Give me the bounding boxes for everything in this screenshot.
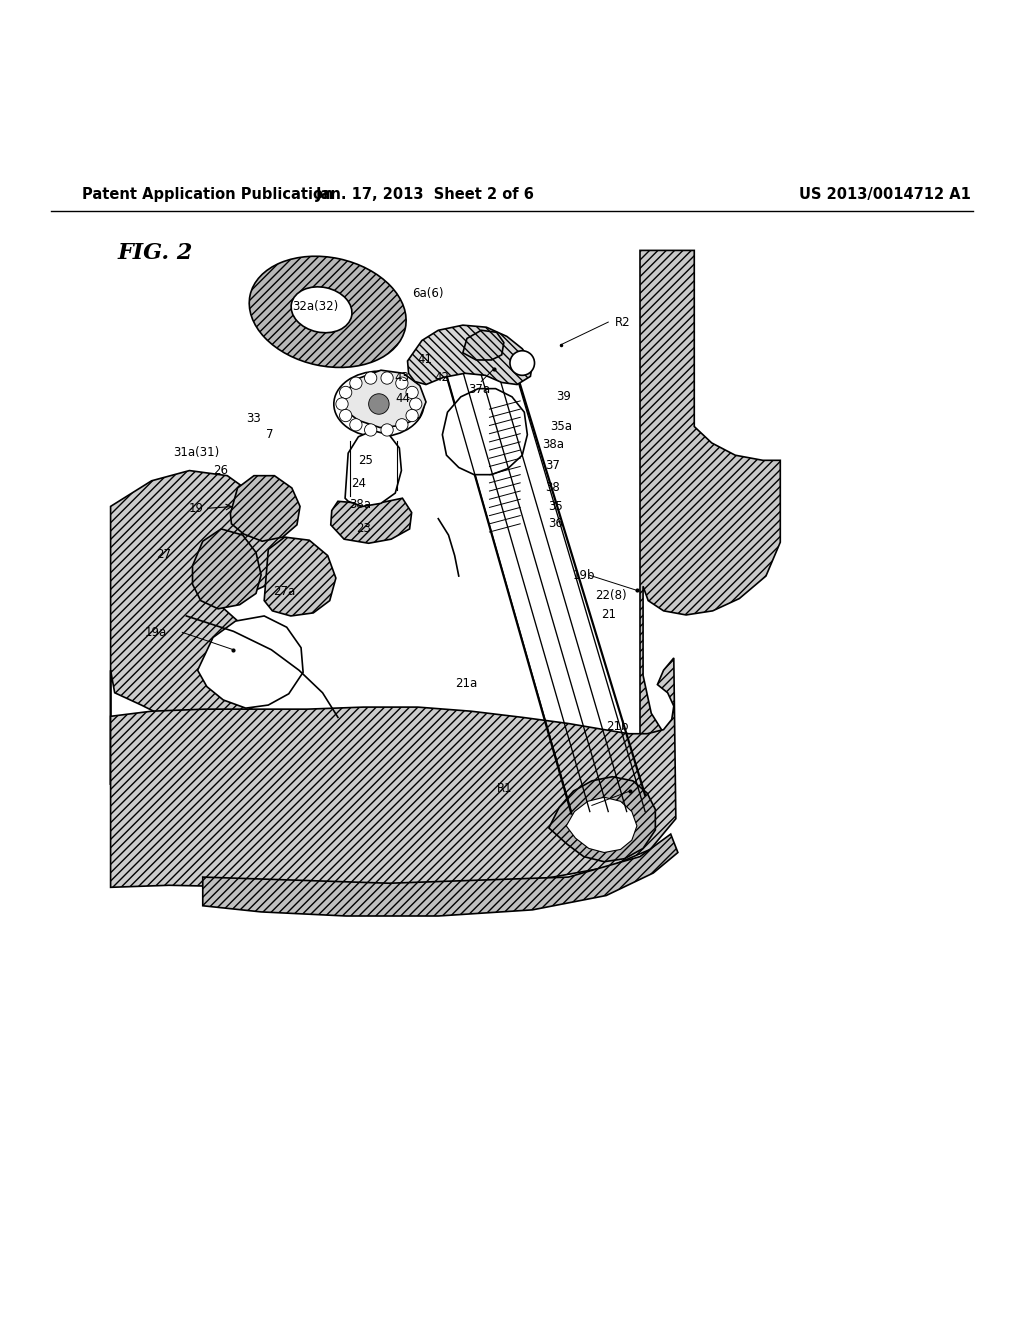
Text: 21a: 21a	[455, 677, 477, 690]
Text: 38a: 38a	[349, 498, 372, 511]
Text: 21: 21	[601, 609, 615, 622]
Circle shape	[350, 378, 362, 389]
Polygon shape	[566, 797, 637, 853]
Text: 24: 24	[351, 478, 366, 490]
Circle shape	[406, 409, 418, 421]
Polygon shape	[198, 616, 303, 708]
Text: 7: 7	[265, 428, 273, 441]
Text: 37: 37	[546, 459, 560, 473]
Polygon shape	[640, 251, 780, 744]
Text: 19b: 19b	[572, 569, 595, 582]
Polygon shape	[463, 330, 504, 360]
Polygon shape	[342, 370, 426, 428]
Circle shape	[395, 378, 408, 389]
Text: 44: 44	[395, 392, 410, 405]
Text: 38: 38	[546, 482, 560, 495]
Ellipse shape	[334, 371, 424, 437]
Text: 41: 41	[418, 354, 432, 367]
Circle shape	[340, 409, 352, 421]
Text: R1: R1	[497, 781, 513, 795]
Polygon shape	[203, 834, 678, 916]
Polygon shape	[442, 388, 527, 475]
Circle shape	[406, 387, 418, 399]
Polygon shape	[408, 325, 532, 384]
Circle shape	[340, 387, 352, 399]
Circle shape	[510, 351, 535, 375]
Text: 27a: 27a	[273, 585, 296, 598]
Text: 36: 36	[549, 517, 563, 531]
Text: 38a: 38a	[542, 438, 564, 451]
Text: 35a: 35a	[550, 420, 572, 433]
Text: 26: 26	[213, 465, 227, 477]
Polygon shape	[264, 537, 336, 616]
Circle shape	[365, 424, 377, 436]
Polygon shape	[331, 498, 412, 544]
Circle shape	[350, 418, 362, 430]
Polygon shape	[549, 776, 655, 862]
Text: 23: 23	[356, 523, 371, 536]
Text: Jan. 17, 2013  Sheet 2 of 6: Jan. 17, 2013 Sheet 2 of 6	[315, 186, 535, 202]
Text: 21b: 21b	[606, 721, 629, 733]
Text: 6a(6): 6a(6)	[413, 286, 443, 300]
Circle shape	[369, 393, 389, 414]
Polygon shape	[111, 470, 285, 785]
Text: FIG. 2: FIG. 2	[118, 243, 194, 264]
Text: 42: 42	[435, 371, 450, 384]
Ellipse shape	[291, 286, 352, 333]
Text: 35: 35	[549, 500, 563, 513]
Text: US 2013/0014712 A1: US 2013/0014712 A1	[799, 186, 971, 202]
Text: 33: 33	[247, 412, 261, 425]
Text: 37a: 37a	[468, 383, 490, 396]
Circle shape	[410, 397, 422, 411]
Polygon shape	[111, 657, 676, 890]
Text: Patent Application Publication: Patent Application Publication	[82, 186, 334, 202]
Circle shape	[365, 372, 377, 384]
Text: R2: R2	[614, 315, 631, 329]
Text: 27: 27	[157, 548, 171, 561]
Circle shape	[381, 424, 393, 436]
Text: 32a(32): 32a(32)	[292, 300, 339, 313]
Polygon shape	[193, 529, 261, 609]
Text: 25: 25	[358, 454, 373, 467]
Text: 22(8): 22(8)	[596, 589, 627, 602]
Circle shape	[395, 418, 408, 430]
Ellipse shape	[249, 256, 407, 367]
Text: 31a(31): 31a(31)	[173, 446, 220, 458]
Circle shape	[381, 372, 393, 384]
Circle shape	[336, 397, 348, 411]
Text: 19: 19	[189, 502, 204, 515]
Text: 43: 43	[394, 371, 409, 384]
Text: 19a: 19a	[144, 626, 167, 639]
Text: 39: 39	[556, 391, 570, 404]
Polygon shape	[345, 430, 401, 507]
Polygon shape	[230, 475, 300, 541]
